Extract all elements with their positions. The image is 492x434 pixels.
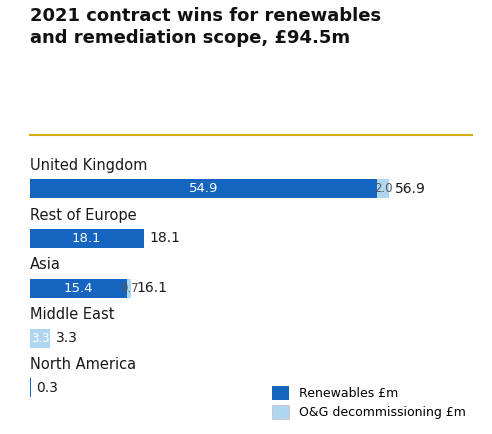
Text: 54.9: 54.9: [188, 182, 218, 195]
Text: 15.4: 15.4: [63, 282, 93, 295]
Text: North America: North America: [30, 357, 136, 372]
Text: 3.3: 3.3: [56, 331, 77, 345]
Bar: [377, 179, 390, 198]
Bar: [30, 279, 127, 298]
Text: United Kingdom: United Kingdom: [30, 158, 147, 173]
Bar: [127, 279, 131, 298]
Text: Middle East: Middle East: [30, 307, 114, 322]
Text: Rest of Europe: Rest of Europe: [30, 207, 136, 223]
Bar: [30, 179, 377, 198]
Bar: [30, 329, 50, 348]
Legend: Renewables £m, O&G decommissioning £m: Renewables £m, O&G decommissioning £m: [272, 386, 466, 419]
Text: 0.3: 0.3: [36, 381, 59, 395]
Text: 18.1: 18.1: [72, 232, 101, 245]
Text: 2021 contract wins for renewables
and remediation scope, £94.5m: 2021 contract wins for renewables and re…: [30, 7, 381, 47]
Bar: [30, 229, 144, 248]
Text: 16.1: 16.1: [136, 281, 167, 295]
Bar: [30, 378, 31, 398]
Text: 0.7: 0.7: [120, 282, 138, 295]
Text: Asia: Asia: [30, 257, 61, 273]
Text: 56.9: 56.9: [395, 182, 426, 196]
Text: 3.3: 3.3: [31, 332, 49, 345]
Text: 18.1: 18.1: [149, 231, 180, 246]
Text: 2.0: 2.0: [374, 182, 393, 195]
